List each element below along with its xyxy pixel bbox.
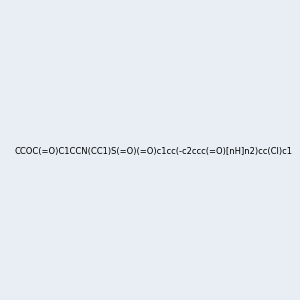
Text: CCOC(=O)C1CCN(CC1)S(=O)(=O)c1cc(-c2ccc(=O)[nH]n2)cc(Cl)c1: CCOC(=O)C1CCN(CC1)S(=O)(=O)c1cc(-c2ccc(=… — [15, 147, 293, 156]
